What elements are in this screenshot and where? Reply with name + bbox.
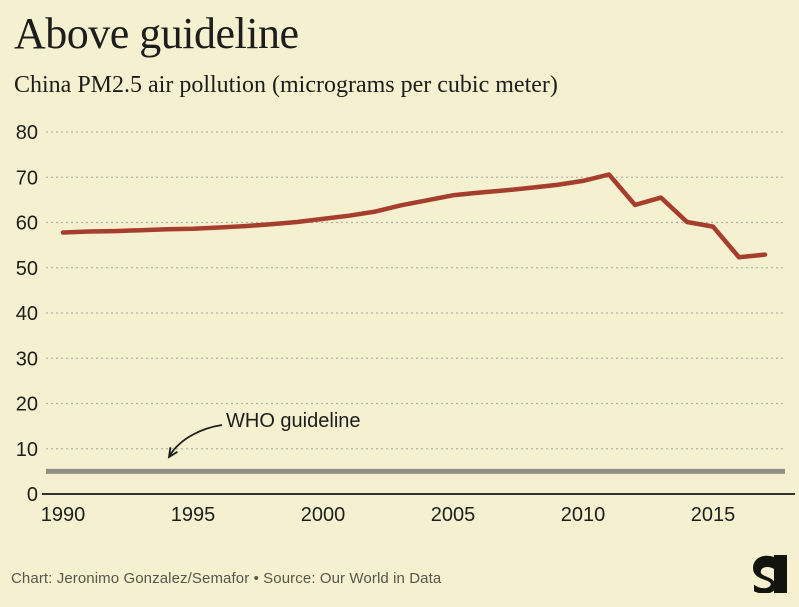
annotation-arrow — [169, 424, 223, 456]
y-tick-label-0: 0 — [27, 484, 38, 506]
y-tick-label-10: 10 — [16, 439, 38, 461]
credit-line: Chart: Jeronimo Gonzalez/Semafor • Sourc… — [11, 570, 442, 587]
y-tick-label-80: 80 — [16, 122, 38, 144]
x-tick-label-2000: 2000 — [301, 504, 346, 526]
y-tick-label-60: 60 — [16, 213, 38, 235]
x-tick-label-2005: 2005 — [431, 504, 476, 526]
y-tick-label-30: 30 — [16, 348, 38, 370]
x-tick-label-1995: 1995 — [171, 504, 216, 526]
y-tick-label-20: 20 — [16, 394, 38, 416]
x-tick-label-1990: 1990 — [41, 504, 86, 526]
y-tick-label-40: 40 — [16, 303, 38, 325]
annotation-arrowhead — [167, 447, 178, 459]
who-guideline-label: WHO guideline — [226, 410, 361, 432]
x-tick-label-2010: 2010 — [561, 504, 606, 526]
page-title: Above guideline — [14, 9, 299, 58]
chart-subtitle: China PM2.5 air pollution (micrograms pe… — [14, 72, 558, 98]
x-tick-label-2015: 2015 — [691, 504, 736, 526]
pm25-data-line — [60, 172, 768, 260]
y-tick-label-50: 50 — [16, 258, 38, 280]
y-tick-label-70: 70 — [16, 167, 38, 189]
semafor-logo-icon — [753, 555, 787, 593]
